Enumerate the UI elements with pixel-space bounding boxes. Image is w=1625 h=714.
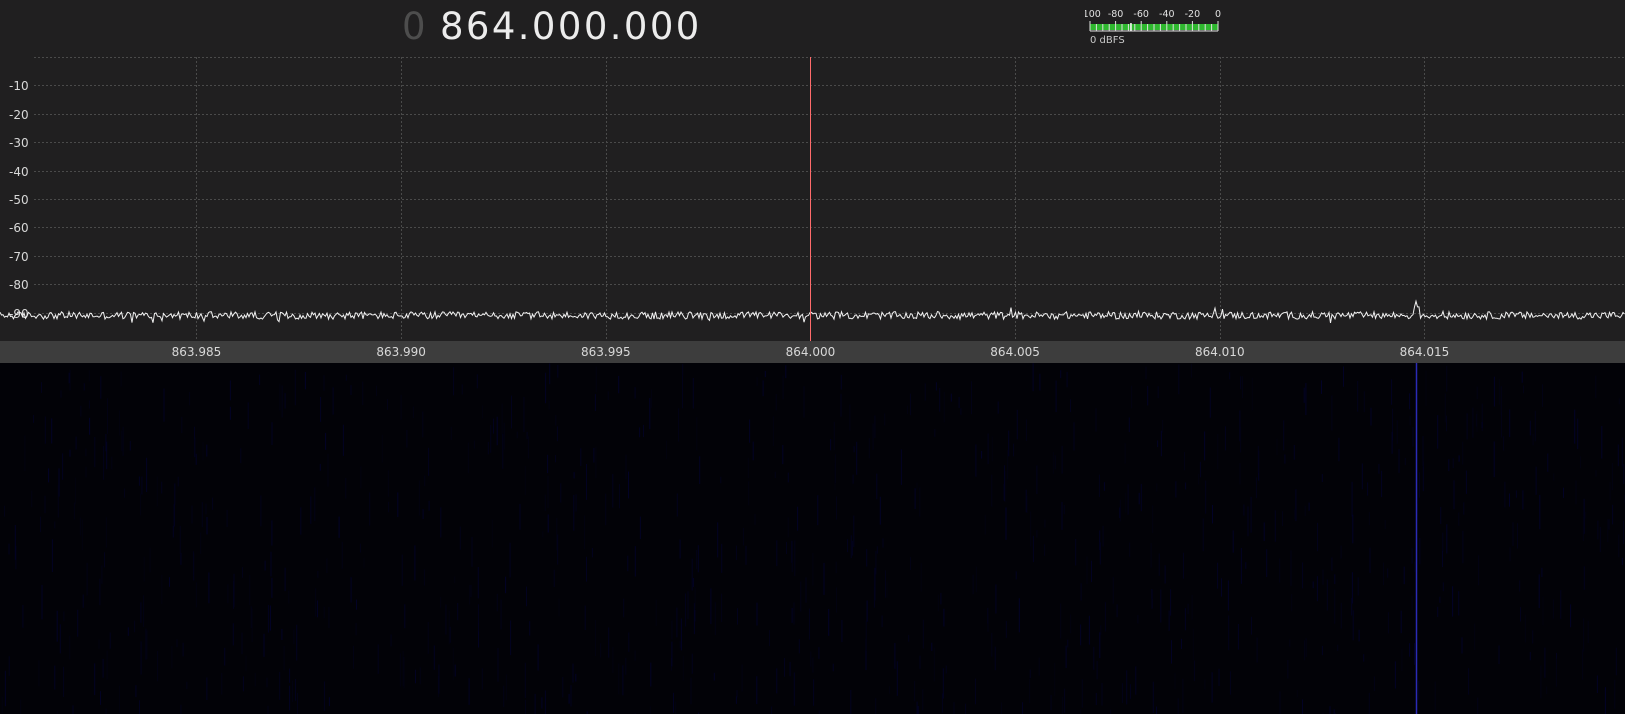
header-bar: 0 864.000.000 -100 -80 -60 -40 -20 0 0 dBFS <box>0 0 1625 57</box>
db-scale-label: -70 <box>9 250 29 264</box>
frequency-scale-label: 864.005 <box>990 345 1040 359</box>
frequency-scale-label: 863.990 <box>376 345 426 359</box>
frequency-scale-label: 864.015 <box>1400 345 1450 359</box>
frequency-scale-label: 864.000 <box>786 345 836 359</box>
db-scale-label: -20 <box>9 108 29 122</box>
meter-tick-label: -20 <box>1185 9 1201 20</box>
frequency-axis[interactable] <box>0 341 1625 363</box>
waterfall-view[interactable] <box>0 363 1625 714</box>
meter-tick-label: 0 <box>1215 9 1221 20</box>
frequency-display[interactable]: 0 864.000.000 <box>402 3 702 51</box>
db-scale-label: -40 <box>9 165 29 179</box>
frequency-scale-label: 863.985 <box>172 345 222 359</box>
waterfall-canvas[interactable] <box>0 363 1625 714</box>
db-scale-label: -80 <box>9 278 29 292</box>
frequency-value[interactable]: 864.000.000 <box>439 5 702 48</box>
frequency-scale-label: 863.995 <box>581 345 631 359</box>
db-scale-label: -10 <box>9 79 29 93</box>
meter-tick-label: -100 <box>1085 9 1101 20</box>
meter-unit-label: 0 dBFS <box>1090 35 1125 46</box>
meter-tick-label: -60 <box>1133 9 1149 20</box>
frequency-prefix-digit[interactable]: 0 <box>402 5 428 48</box>
signal-level-meter: -100 -80 -60 -40 -20 0 0 dBFS <box>1085 6 1221 50</box>
waterfall-background <box>0 363 1625 714</box>
spectrum-view[interactable]: -10 -20 -30 -40 -50 -60 -70 -80 -90 863.985 863.99… <box>0 57 1625 363</box>
db-scale-label: -50 <box>9 193 29 207</box>
db-scale-label: -30 <box>9 136 29 150</box>
meter-tick-label: -80 <box>1108 9 1124 20</box>
meter-tick-label: -40 <box>1159 9 1175 20</box>
meter-scale: -100 -80 -60 -40 -20 0 <box>1085 9 1221 32</box>
spectrum-trace <box>0 299 1625 323</box>
frequency-scale-label: 864.010 <box>1195 345 1245 359</box>
db-scale-label: -60 <box>9 221 29 235</box>
waterfall-noise <box>1 363 1625 714</box>
